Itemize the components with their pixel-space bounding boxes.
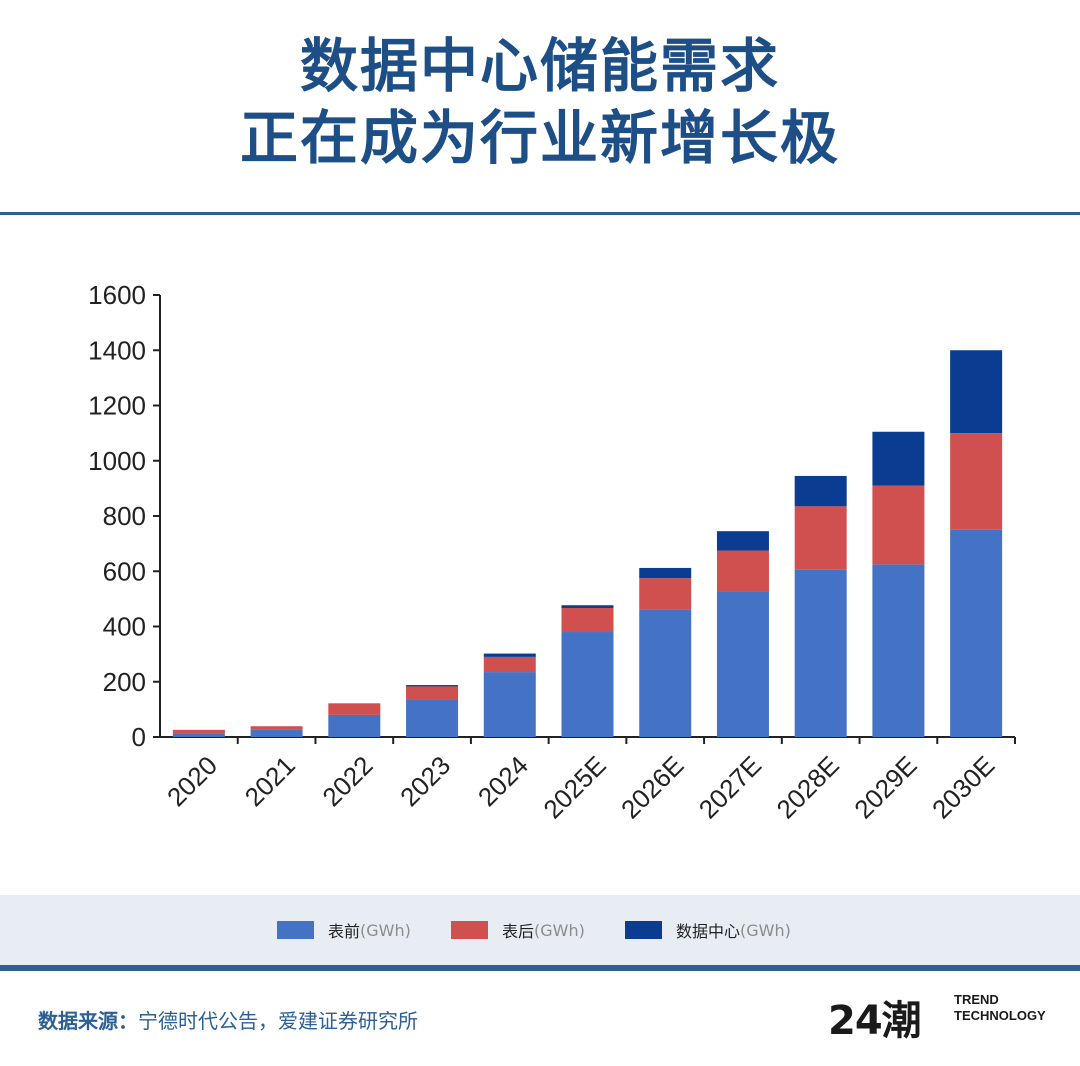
bar-segment-表前-2030E <box>950 529 1003 737</box>
y-tick-label: 1200 <box>88 391 146 421</box>
legend-unit: (GWh) <box>360 920 411 940</box>
source-label: 数据来源： <box>38 1009 138 1033</box>
legend: 表前 (GWh) 表后 (GWh) 数据中心 (GWh) <box>0 915 1080 945</box>
page-title: 数据中心储能需求 正在成为行业新增长极 <box>0 30 1080 174</box>
bar-segment-表后-2028E <box>794 506 847 570</box>
legend-label: 表后 <box>502 922 535 941</box>
bar-segment-表前-2021 <box>250 729 303 737</box>
bar-segment-表后-2020 <box>172 729 225 734</box>
title-line-1: 数据中心储能需求 <box>299 32 780 100</box>
x-tick-label: 2030E <box>926 750 1000 824</box>
bar-segment-数据中心-2026E <box>639 567 692 579</box>
x-tick-label: 2024 <box>472 750 534 812</box>
bar-segment-表后-2024 <box>483 656 536 673</box>
bar-segment-数据中心-2023 <box>406 685 459 687</box>
legend-item: 数据中心 (GWh) <box>625 915 791 945</box>
bar-segment-表前-2026E <box>639 609 692 737</box>
bar-segment-数据中心-2024 <box>483 653 536 657</box>
x-tick-label: 2022 <box>316 750 378 812</box>
x-tick-label: 2027E <box>693 750 767 824</box>
x-tick-label: 2026E <box>615 750 689 824</box>
top-divider <box>0 212 1080 215</box>
bar-segment-数据中心-2030E <box>950 350 1003 434</box>
logo-line-1: TREND <box>954 992 999 1007</box>
y-tick-label: 800 <box>103 501 146 531</box>
legend-swatch <box>277 921 314 939</box>
bar-segment-表后-2026E <box>639 578 692 610</box>
bar-segment-表后-2022 <box>328 703 381 715</box>
bar-segment-表前-2020 <box>172 733 225 737</box>
legend-label: 数据中心 <box>676 922 741 941</box>
source-note: 数据来源：宁德时代公告，爱建证券研究所 <box>38 1005 418 1034</box>
bar-segment-表前-2025E <box>561 632 614 737</box>
bar-segment-表前-2027E <box>716 591 769 737</box>
legend-item: 表后 (GWh) <box>451 915 585 945</box>
legend-unit: (GWh) <box>740 920 791 940</box>
bar-segment-表前-2028E <box>794 569 847 737</box>
bar-segment-表前-2022 <box>328 714 381 737</box>
bar-segment-数据中心-2029E <box>872 431 925 486</box>
logo-line-2: TECHNOLOGY <box>954 1008 1046 1023</box>
y-tick-label: 1400 <box>88 335 146 365</box>
y-tick-label: 400 <box>103 612 146 642</box>
legend-label: 表前 <box>328 922 361 941</box>
y-tick-label: 1000 <box>88 446 146 476</box>
y-tick-label: 600 <box>103 556 146 586</box>
legend-item: 表前 (GWh) <box>277 915 411 945</box>
logo-mark: 24潮 <box>828 998 922 1044</box>
x-tick-label: 2021 <box>239 750 301 812</box>
logo-text: TREND TECHNOLOGY <box>954 992 1046 1024</box>
legend-unit: (GWh) <box>534 920 585 940</box>
brand-logo: 24潮 TREND TECHNOLOGY <box>828 988 1058 1048</box>
bar-segment-表前-2023 <box>406 699 459 737</box>
legend-panel: 表前 (GWh) 表后 (GWh) 数据中心 (GWh) <box>0 895 1080 965</box>
title-line-2: 正在成为行业新增长极 <box>239 104 840 172</box>
y-tick-label: 1600 <box>88 280 146 310</box>
bar-segment-表后-2029E <box>872 485 925 565</box>
bar-segment-表前-2029E <box>872 564 925 737</box>
bar-segment-表后-2025E <box>561 607 614 633</box>
bar-segment-数据中心-2025E <box>561 605 614 608</box>
y-tick-label: 0 <box>132 722 146 752</box>
bar-segment-表后-2030E <box>950 433 1003 530</box>
y-tick-label: 200 <box>103 667 146 697</box>
bottom-divider <box>0 965 1080 971</box>
bar-segment-数据中心-2027E <box>716 531 769 551</box>
x-tick-label: 2023 <box>394 750 456 812</box>
bar-segment-表后-2021 <box>250 726 303 730</box>
source-text: 宁德时代公告，爱建证券研究所 <box>138 1009 418 1033</box>
legend-swatch <box>451 921 488 939</box>
x-tick-label: 2029E <box>848 750 922 824</box>
legend-swatch <box>625 921 662 939</box>
bar-segment-表后-2023 <box>406 686 459 700</box>
bar-segment-表后-2027E <box>716 550 769 592</box>
x-tick-label: 2020 <box>161 750 223 812</box>
bar-segment-数据中心-2028E <box>794 475 847 507</box>
x-tick-label: 2028E <box>771 750 845 824</box>
x-tick-label: 2025E <box>537 750 611 824</box>
bar-segment-表前-2024 <box>483 672 536 737</box>
